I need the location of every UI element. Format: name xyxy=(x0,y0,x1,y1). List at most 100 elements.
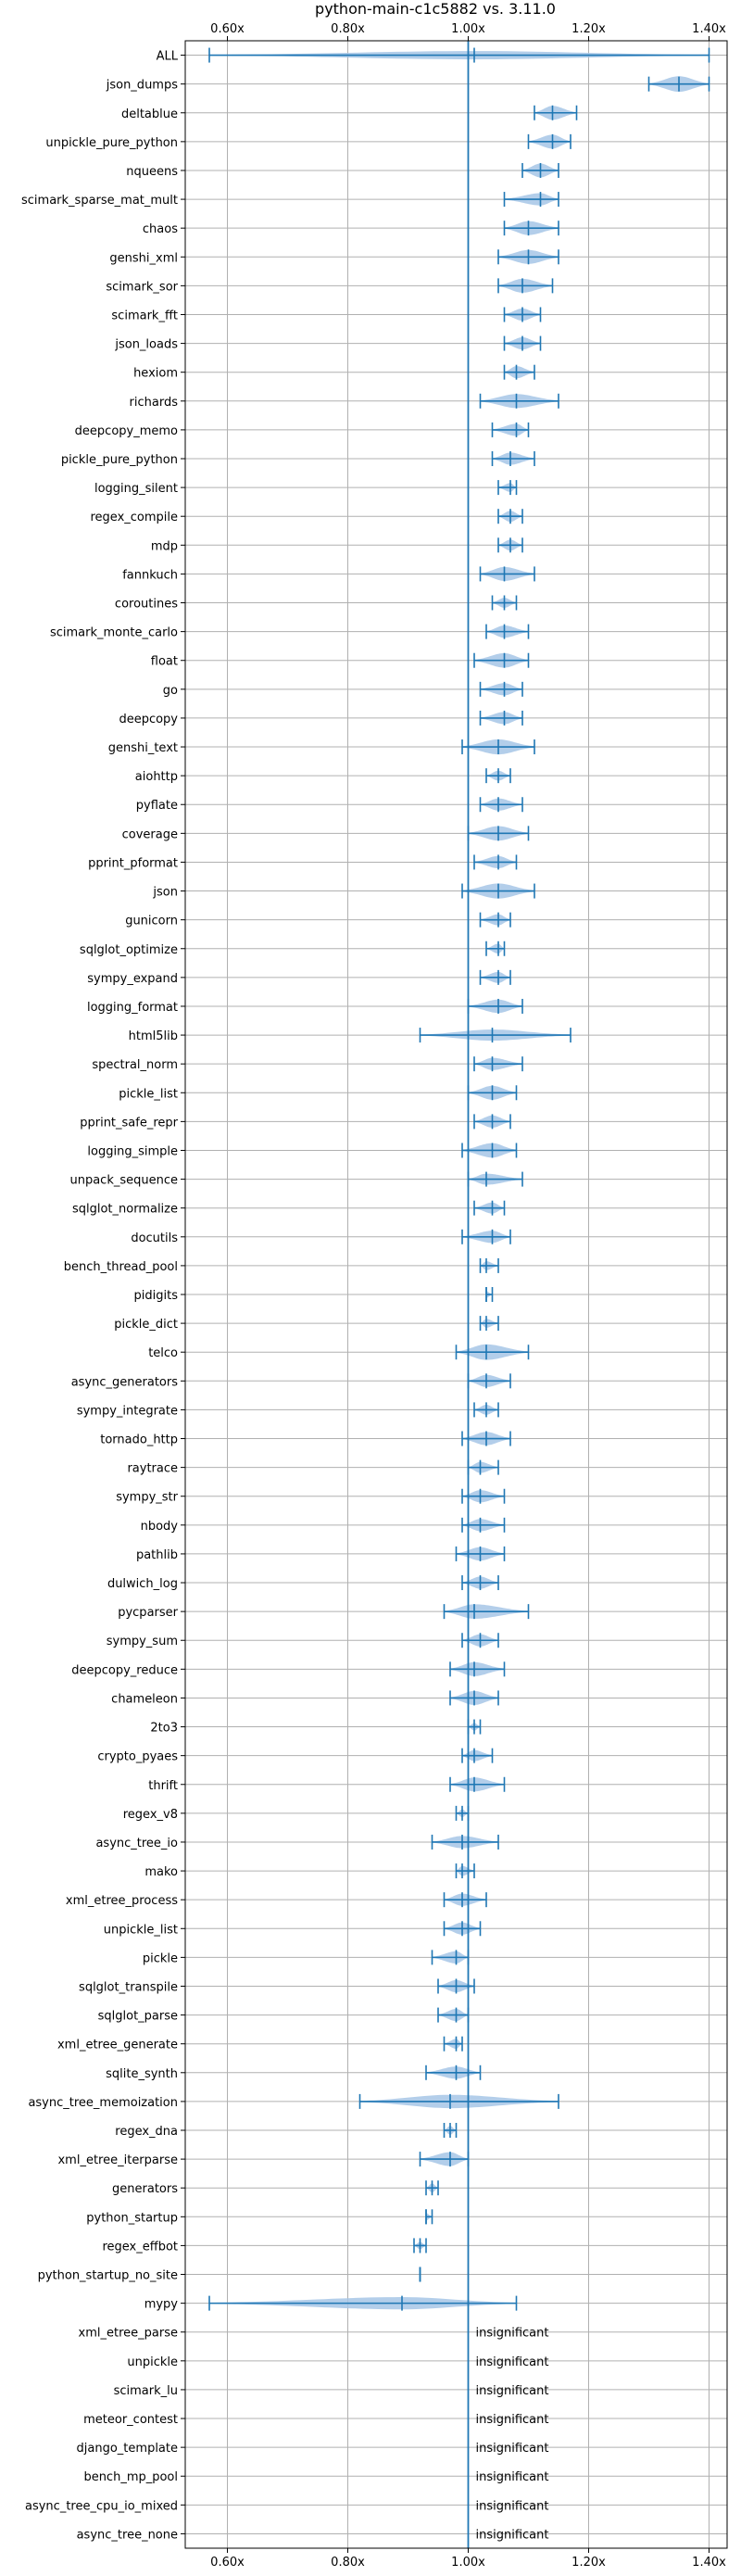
benchmark-label: pickle_pure_python xyxy=(61,453,178,467)
benchmark-label: sympy_sum xyxy=(107,1635,178,1648)
benchmark-label: raytrace xyxy=(127,1462,178,1476)
benchmark-label: telco xyxy=(148,1346,178,1360)
benchmark-label: richards xyxy=(130,396,179,410)
benchmark-label: mypy xyxy=(144,2298,179,2312)
benchmark-label: sqlglot_parse xyxy=(98,2010,178,2024)
benchmark-label: unpickle xyxy=(127,2355,178,2369)
benchmark-label: deepcopy_reduce xyxy=(71,1663,178,1677)
benchmark-label: gunicorn xyxy=(125,915,178,928)
benchmark-label: pickle_list xyxy=(119,1087,178,1101)
benchmark-label: regex_dna xyxy=(115,2125,178,2139)
benchmark-label: json_dumps xyxy=(106,79,178,93)
benchmark-label: async_tree_cpu_io_mixed xyxy=(25,2499,178,2513)
insignificant-note: insignificant xyxy=(476,2413,549,2427)
benchmark-label: async_tree_memoization xyxy=(28,2096,178,2110)
benchmark-label: pickle xyxy=(143,1951,178,1965)
benchmark-label: deepcopy_memo xyxy=(75,424,178,438)
benchmark-label: scimark_sparse_mat_mult xyxy=(21,194,178,208)
benchmark-label: dulwich_log xyxy=(107,1577,178,1591)
benchmark-label: crypto_pyaes xyxy=(97,1750,178,1764)
benchmark-label: xml_etree_parse xyxy=(79,2327,178,2341)
x-tick-label-bottom: 0.80x xyxy=(331,2556,365,2570)
chart-title: python-main-c1c5882 vs. 3.11.0 xyxy=(315,0,556,18)
benchmark-label: logging_silent xyxy=(94,482,178,496)
benchmark-label: scimark_lu xyxy=(114,2384,178,2398)
benchmark-label: mdp xyxy=(151,539,178,553)
benchmark-label: spectral_norm xyxy=(92,1058,178,1072)
benchmark-label: pprint_safe_repr xyxy=(80,1116,178,1130)
benchmark-label: scimark_sor xyxy=(106,280,178,294)
benchmark-label: genshi_text xyxy=(108,741,178,755)
benchmark-label: hexiom xyxy=(133,367,178,381)
benchmark-label: scimark_fft xyxy=(111,309,178,322)
x-ticks: 0.60x 0.60x 0.80x 0.80x 1.00x 1.00x 1.20x 1.20x… xyxy=(181,22,726,2570)
benchmark-label: regex_compile xyxy=(90,511,178,524)
benchmark-label: sqlite_synth xyxy=(106,2067,178,2081)
benchmark-label: regex_effbot xyxy=(102,2240,178,2254)
x-tick-label-top: 0.80x xyxy=(331,22,365,36)
benchmark-label: logging_simple xyxy=(87,1144,178,1158)
benchmark-label: python_startup xyxy=(86,2211,178,2225)
benchmark-label: sympy_expand xyxy=(87,972,178,986)
benchmark-label: xml_etree_iterparse xyxy=(57,2153,178,2167)
x-tick-label-top: 0.60x xyxy=(210,22,245,36)
benchmark-label: chaos xyxy=(143,222,178,236)
benchmark-label: 2to3 xyxy=(150,1722,178,1736)
insignificant-note: insignificant xyxy=(476,2327,549,2341)
x-tick-label-bottom: 1.00x xyxy=(451,2556,485,2570)
benchmark-label: sqlglot_optimize xyxy=(80,943,178,957)
benchmark-label: bench_thread_pool xyxy=(64,1260,178,1274)
insignificant-note: insignificant xyxy=(476,2355,549,2369)
benchmark-label: unpickle_list xyxy=(104,1923,178,1937)
benchmark-label: sqlglot_normalize xyxy=(72,1203,178,1217)
insignificant-note: insignificant xyxy=(476,2470,549,2484)
benchmark-label: pyflate xyxy=(136,799,178,813)
benchmark-label: async_tree_none xyxy=(77,2528,178,2542)
grid xyxy=(185,41,727,2548)
benchmark-label: coverage xyxy=(122,827,178,841)
benchmark-label: tornado_http xyxy=(100,1433,178,1447)
benchmark-label: unpack_sequence xyxy=(69,1174,178,1188)
x-tick-label-bottom: 0.60x xyxy=(210,2556,245,2570)
benchmark-label: sympy_str xyxy=(116,1491,178,1505)
benchmark-label: json_loads xyxy=(114,338,178,352)
benchmark-label: json xyxy=(152,886,178,900)
violins: insignificant insignificant insignificant i… xyxy=(208,41,710,2548)
benchmark-label: pprint_pformat xyxy=(88,856,178,870)
benchmark-label: pickle_dict xyxy=(114,1318,178,1332)
benchmark-label: go xyxy=(163,684,178,698)
benchmark-label: ALL xyxy=(157,50,179,64)
benchmark-label: scimark_monte_carlo xyxy=(50,626,178,640)
benchmark-label: genshi_xml xyxy=(109,251,178,265)
benchmark-label: async_tree_io xyxy=(95,1837,178,1850)
benchmark-label: unpickle_pure_python xyxy=(45,136,178,150)
benchmark-label: generators xyxy=(112,2182,178,2196)
benchmark-label: sympy_integrate xyxy=(77,1404,178,1418)
x-tick-label-bottom: 1.40x xyxy=(692,2556,726,2570)
benchmark-label: docutils xyxy=(131,1231,178,1245)
benchmark-label: pycparser xyxy=(118,1606,178,1620)
benchmark-label: thrift xyxy=(148,1779,178,1793)
plot-frame xyxy=(184,40,728,2549)
benchmark-label: regex_v8 xyxy=(123,1808,178,1822)
benchmark-labels: ALL json_dumps deltablue unpickle_pure_pyth… xyxy=(21,50,179,2543)
x-tick-label-top: 1.40x xyxy=(692,22,726,36)
benchmark-label: python_startup_no_site xyxy=(38,2269,178,2283)
benchmark-label: xml_etree_process xyxy=(66,1894,178,1908)
benchmark-label: mako xyxy=(144,1865,178,1879)
benchmark-label: deltablue xyxy=(121,107,178,121)
benchmark-label: sqlglot_transpile xyxy=(79,1980,178,1994)
insignificant-note: insignificant xyxy=(476,2499,549,2513)
x-tick-label-top: 1.00x xyxy=(451,22,485,36)
benchmark-label: html5lib xyxy=(129,1029,178,1043)
benchmark-label: pathlib xyxy=(136,1548,178,1562)
benchmark-label: nbody xyxy=(141,1520,179,1534)
benchmark-label: pidigits xyxy=(134,1289,179,1303)
benchmark-label: float xyxy=(151,655,178,669)
benchmark-label: nqueens xyxy=(126,165,178,179)
benchmark-label: meteor_contest xyxy=(83,2413,178,2427)
x-tick-label-top: 1.20x xyxy=(571,22,606,36)
benchmark-label: bench_mp_pool xyxy=(83,2470,178,2484)
benchmark-label: deepcopy xyxy=(119,713,178,726)
